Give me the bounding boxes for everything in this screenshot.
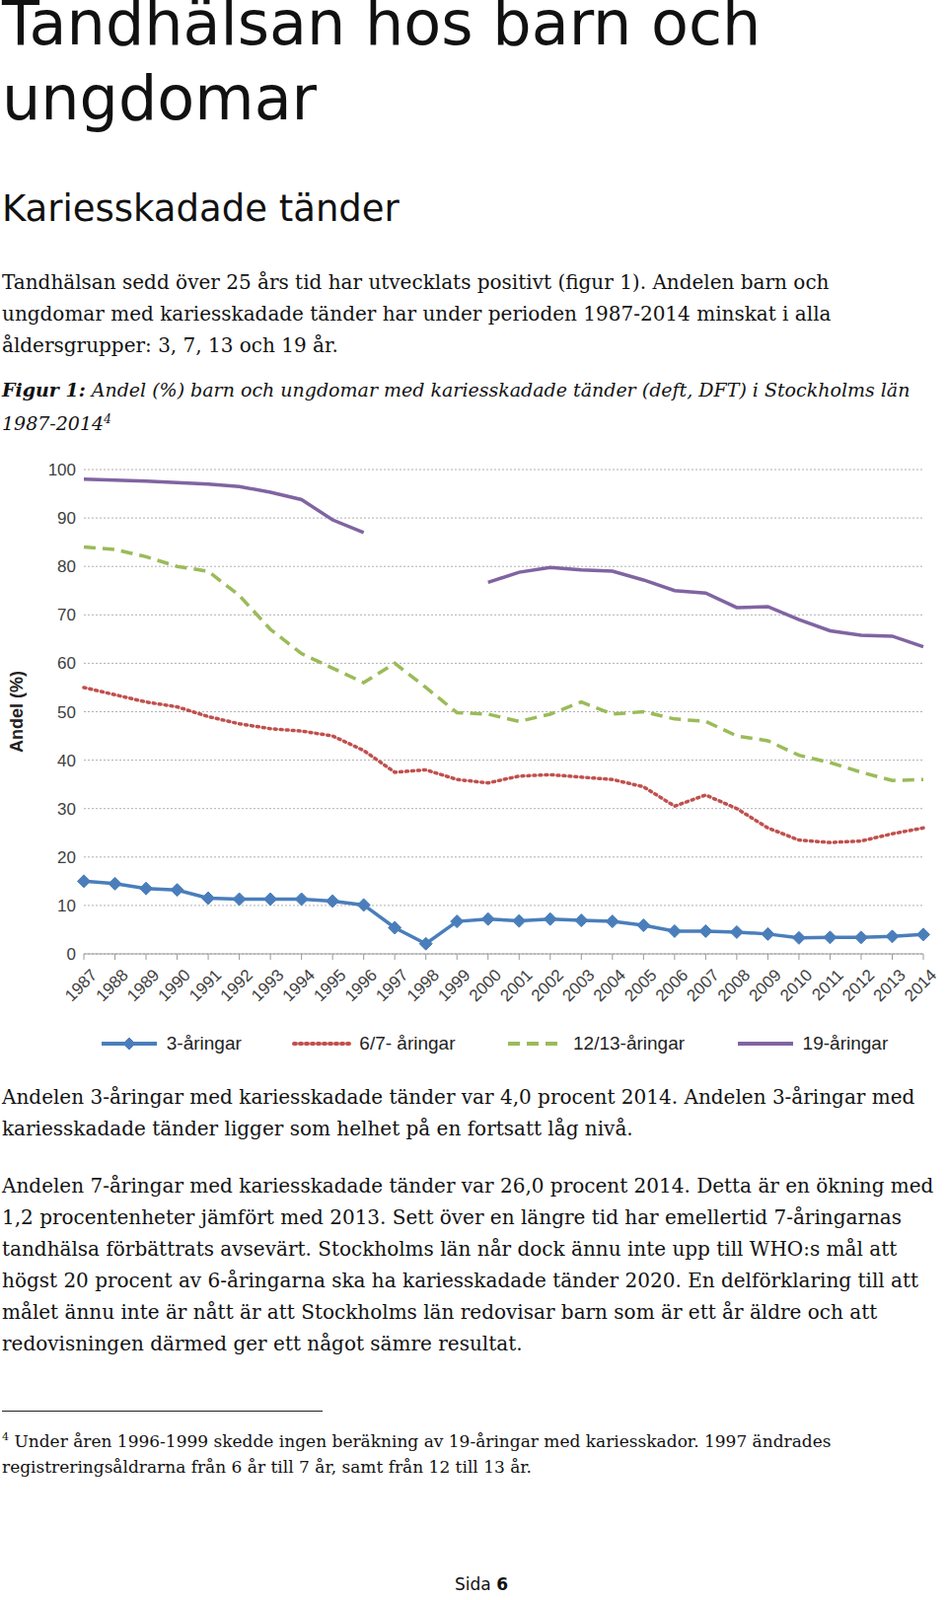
svg-text:2013: 2013 <box>870 965 910 1006</box>
svg-text:10: 10 <box>57 896 76 916</box>
svg-text:1995: 1995 <box>309 965 350 1006</box>
svg-text:2011: 2011 <box>807 965 847 1005</box>
svg-text:1992: 1992 <box>217 965 257 1006</box>
svg-text:2008: 2008 <box>714 965 754 1006</box>
svg-text:2003: 2003 <box>558 965 598 1006</box>
svg-text:50: 50 <box>57 703 76 723</box>
svg-text:1994: 1994 <box>279 965 319 1006</box>
svg-text:2007: 2007 <box>683 965 724 1006</box>
svg-text:90: 90 <box>57 509 76 528</box>
svg-text:2005: 2005 <box>620 965 660 1006</box>
svg-text:2006: 2006 <box>652 965 692 1006</box>
html-text:Tandhälsan sedd över 25 års ti: Tandhälsan sedd över 25 års tid har utve… <box>1 270 832 358</box>
svg-text:1999: 1999 <box>434 965 474 1006</box>
svg-text:1987: 1987 <box>61 965 101 1006</box>
svg-text:60: 60 <box>57 654 76 673</box>
svg-text:2012: 2012 <box>838 965 878 1006</box>
svg-text:40: 40 <box>57 751 76 771</box>
svg-text:1993: 1993 <box>247 965 288 1006</box>
svg-text:30: 30 <box>57 800 76 819</box>
svg-text:70: 70 <box>57 605 76 625</box>
svg-text:80: 80 <box>57 557 76 577</box>
html-text:Andelen 7-åringar med kariessk: Andelen 7-åringar med kariesskadade tänd… <box>1 1173 934 1356</box>
html-text:Sida 6: Sida 6 <box>454 1574 509 1595</box>
html-text:19-åringar: 19-åringar <box>802 1032 889 1054</box>
html-text:6/7- åringar: 6/7- åringar <box>359 1032 456 1054</box>
svg-text:0: 0 <box>67 945 76 964</box>
svg-text:1996: 1996 <box>341 965 381 1006</box>
svg-text:2000: 2000 <box>465 965 506 1006</box>
svg-text:1998: 1998 <box>403 965 443 1006</box>
html-text:4: 4 <box>103 412 112 427</box>
svg-text:1997: 1997 <box>371 965 412 1006</box>
html-text:Figur 1: Andel (%) barn och un: Figur 1: Andel (%) barn och ungdomar med… <box>1 378 910 435</box>
html-text:12/13-åringar: 12/13-åringar <box>573 1032 685 1054</box>
svg-text:1989: 1989 <box>123 965 163 1006</box>
svg-text:2002: 2002 <box>527 965 568 1006</box>
svg-text:2001: 2001 <box>496 965 536 1006</box>
svg-text:1990: 1990 <box>154 965 195 1006</box>
svg-text:Andel (%): Andel (%) <box>7 670 27 753</box>
svg-text:2010: 2010 <box>776 965 816 1006</box>
svg-text:20: 20 <box>57 848 76 868</box>
html-text:3-åringar: 3-åringar <box>166 1032 242 1054</box>
html-text:4 Under åren 1996-1999 skedde: 4 Under åren 1996-1999 skedde ingen berä… <box>1 1430 832 1477</box>
svg-text:1991: 1991 <box>185 965 225 1006</box>
svg-text:2004: 2004 <box>589 965 630 1006</box>
html-text:Andelen 3-åringar med kariessk: Andelen 3-åringar med kariesskadade tänd… <box>1 1085 915 1141</box>
svg-text:100: 100 <box>48 460 76 480</box>
svg-text:2009: 2009 <box>745 965 786 1006</box>
svg-text:2014: 2014 <box>900 965 940 1006</box>
html-text:Kariesskadade tänder: Kariesskadade tänder <box>1 187 400 230</box>
svg-text:1988: 1988 <box>92 965 133 1006</box>
